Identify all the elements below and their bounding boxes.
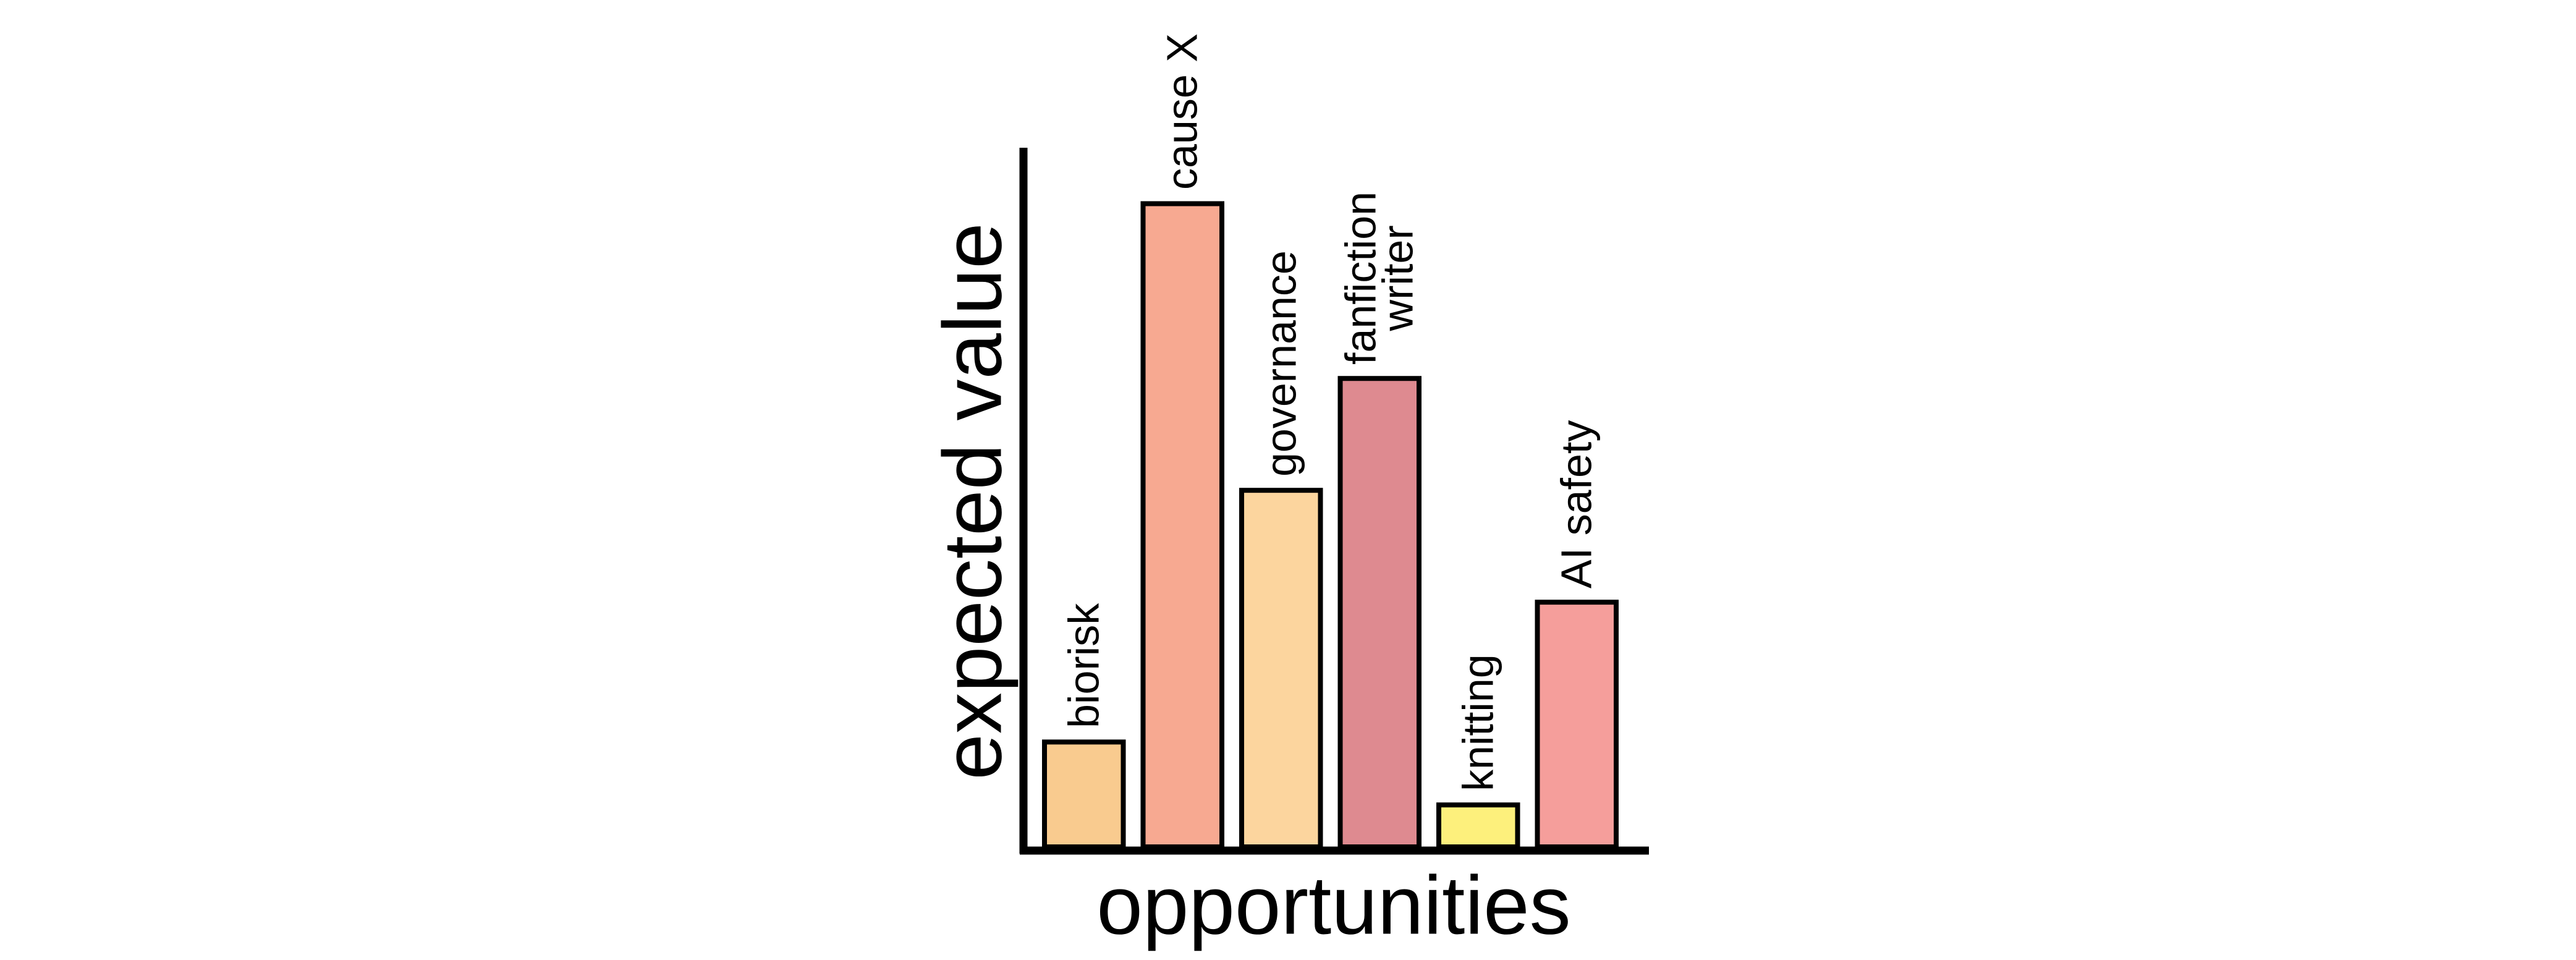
bar-label: cause X [1158, 33, 1206, 190]
bar [1337, 376, 1421, 849]
bar [1140, 201, 1224, 850]
bar-label: biorisk [1059, 603, 1108, 729]
bar-label: knitting [1454, 654, 1502, 792]
x-axis-label: opportunities [1096, 859, 1571, 952]
bar-label: fanfiction writer [1336, 192, 1422, 365]
y-axis-label: expected value [926, 223, 1019, 780]
bar [1535, 600, 1619, 850]
bar-label: governance [1256, 250, 1305, 477]
bar [1239, 488, 1323, 849]
bar-label: AI safety [1552, 420, 1601, 589]
bar [1042, 739, 1126, 849]
bar [1436, 802, 1520, 850]
